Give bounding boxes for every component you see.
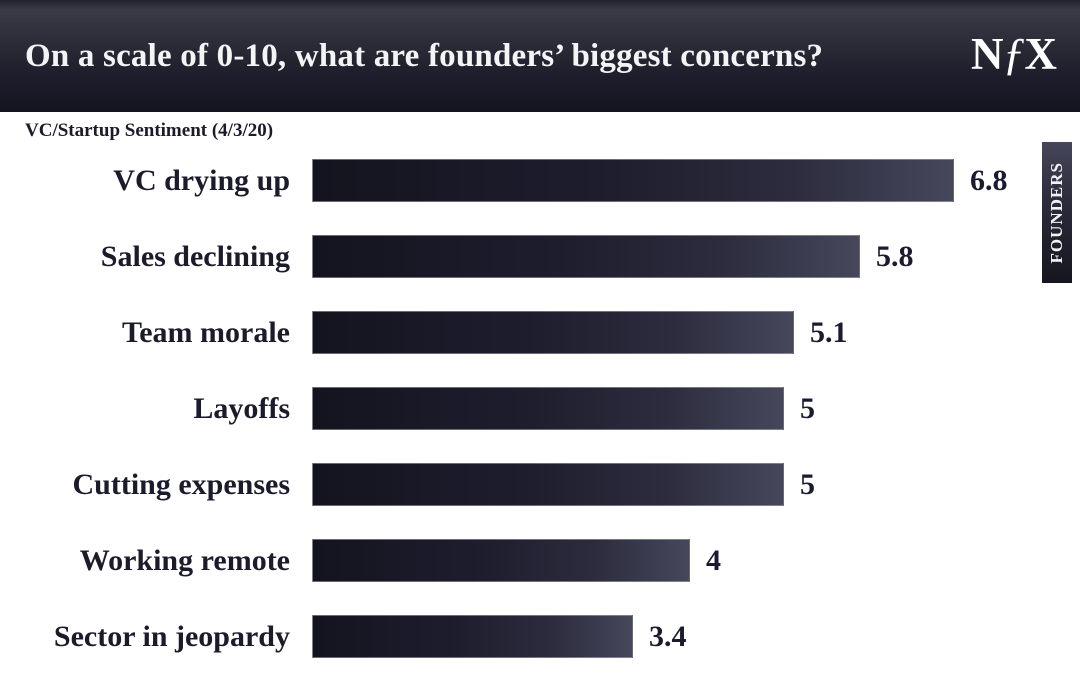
category-label: Sales declining	[100, 240, 290, 273]
bar	[312, 615, 633, 658]
bar-row: VC drying up 6.8	[0, 158, 1080, 203]
bar-row: Sector in jeopardy 3.4	[0, 614, 1080, 659]
value-label: 4	[706, 544, 721, 577]
page-title: On a scale of 0-10, what are founders’ b…	[25, 37, 824, 74]
bar-row: Team morale 5.1	[0, 310, 1080, 355]
value-label: 5	[800, 392, 815, 425]
bar-row: Working remote 4	[0, 538, 1080, 583]
nfx-logo: NƒX	[971, 31, 1058, 81]
bar-row: Cutting expenses 5	[0, 462, 1080, 507]
bar	[312, 159, 954, 202]
value-label: 3.4	[649, 620, 687, 653]
founders-tag: FOUNDERS	[1042, 142, 1072, 283]
category-label: VC drying up	[113, 164, 290, 197]
value-label: 5.1	[810, 316, 848, 349]
value-label: 5.8	[876, 240, 914, 273]
bar-track: 6.8	[312, 158, 1080, 203]
bar-track: 5	[312, 386, 1080, 431]
bar	[312, 463, 784, 506]
value-label: 6.8	[970, 164, 1008, 197]
bar	[312, 539, 690, 582]
bar	[312, 387, 784, 430]
category-label: Cutting expenses	[72, 468, 290, 501]
category-label: Team morale	[121, 316, 290, 349]
category-label: Sector in jeopardy	[53, 620, 290, 653]
bar	[312, 235, 860, 278]
founders-tag-label: FOUNDERS	[1047, 161, 1066, 264]
logo-letter-x: X	[1024, 29, 1058, 79]
bar	[312, 311, 794, 354]
category-label: Layoffs	[193, 392, 290, 425]
chart-subtitle: VC/Startup Sentiment (4/3/20)	[25, 120, 274, 141]
bar-row: Sales declining 5.8	[0, 234, 1080, 279]
bar-track: 4	[312, 538, 1080, 583]
bar-track: 5	[312, 462, 1080, 507]
category-label: Working remote	[79, 544, 290, 577]
value-label: 5	[800, 468, 815, 501]
bar-track: 5.1	[312, 310, 1080, 355]
bar-row: Layoffs 5	[0, 386, 1080, 431]
logo-florin-icon: ƒ	[1002, 28, 1027, 79]
bar-chart: VC drying up 6.8 Sales declining 5.8 Tea…	[0, 158, 1080, 659]
bar-track: 5.8	[312, 234, 1080, 279]
logo-letter-n: N	[971, 29, 1005, 79]
header-banner: On a scale of 0-10, what are founders’ b…	[0, 0, 1080, 112]
bar-track: 3.4	[312, 614, 1080, 659]
